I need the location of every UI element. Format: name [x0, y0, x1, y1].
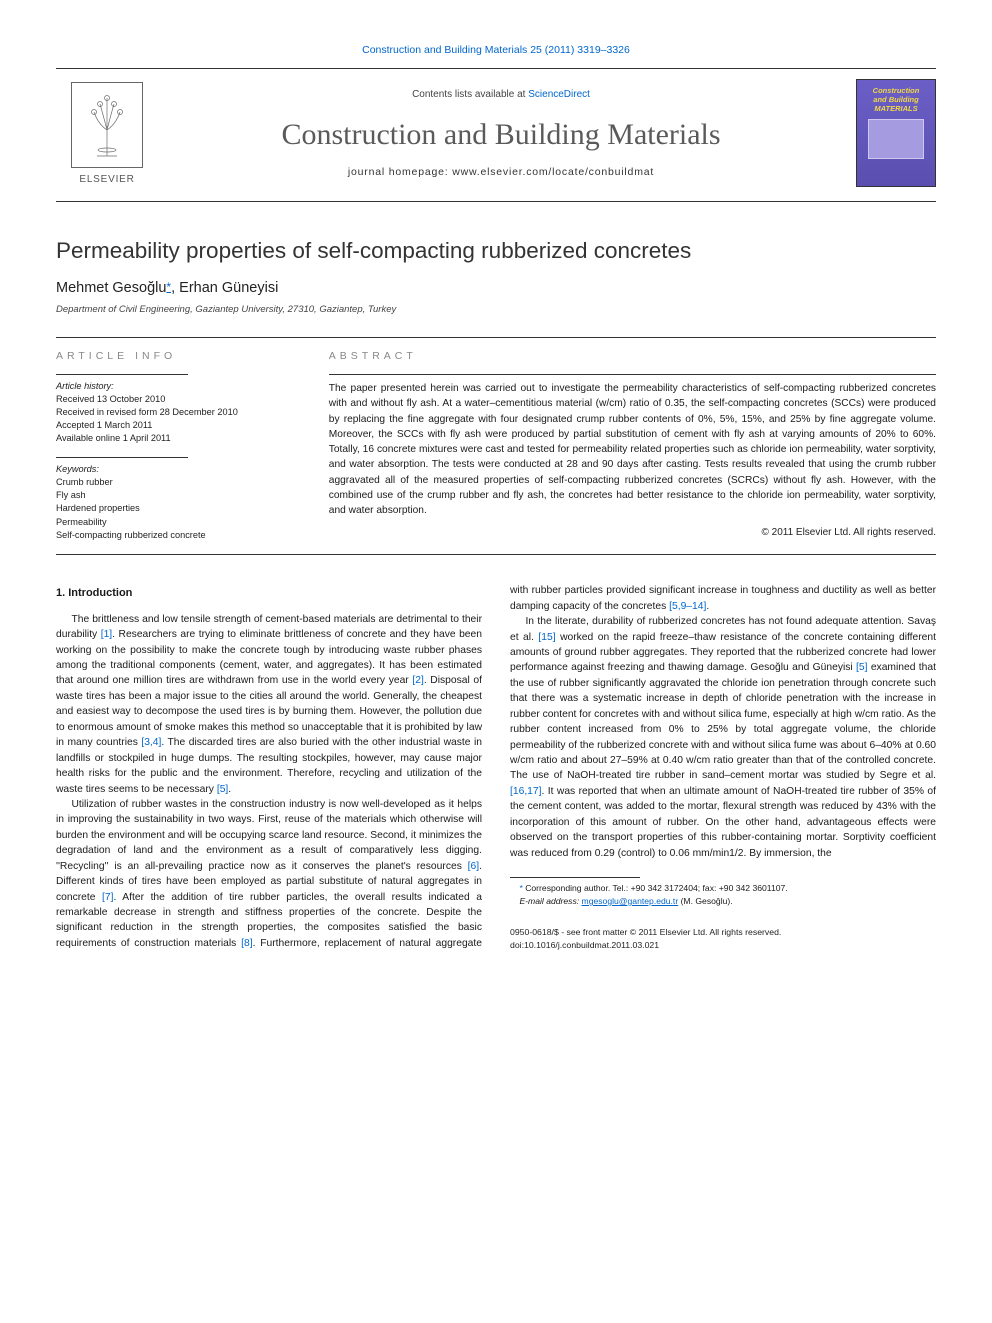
homepage-url[interactable]: www.elsevier.com/locate/conbuildmat: [452, 166, 654, 178]
sciencedirect-link[interactable]: ScienceDirect: [528, 89, 590, 100]
abstract-text: The paper presented herein was carried o…: [329, 381, 936, 519]
page-footer: 0950-0618/$ - see front matter © 2011 El…: [510, 926, 936, 952]
body-text: Utilization of rubber wastes in the cons…: [56, 799, 482, 872]
ref-link-6[interactable]: [6]: [468, 861, 479, 872]
masthead: ELSEVIER Contents lists available at Sci…: [56, 68, 936, 202]
section-heading-introduction: 1. Introduction: [56, 585, 482, 602]
history-accepted: Accepted 1 March 2011: [56, 419, 311, 432]
homepage-prefix: journal homepage:: [348, 166, 452, 178]
article-info-block: article info Article history: Received 1…: [56, 338, 329, 554]
cover-image-placeholder: [868, 119, 924, 159]
body-text: .: [706, 601, 709, 612]
body-paragraph: The brittleness and low tensile strength…: [56, 612, 482, 797]
email-label: E-mail address:: [519, 896, 581, 906]
publisher-block: ELSEVIER: [56, 82, 166, 185]
doi-line: doi:10.1016/j.conbuildmat.2011.03.021: [510, 939, 936, 952]
email-link[interactable]: mgesoglu@gantep.edu.tr: [582, 896, 679, 906]
cover-block: Construction and Building MATERIALS: [836, 79, 936, 187]
author-2[interactable]: Erhan Güneyisi: [179, 280, 278, 296]
history-received: Received 13 October 2010: [56, 393, 311, 406]
corresponding-author-footnote: * Corresponding author. Tel.: +90 342 31…: [510, 882, 936, 895]
author-1[interactable]: Mehmet Gesoğlu: [56, 280, 166, 296]
ref-link-7[interactable]: [7]: [102, 892, 113, 903]
elsevier-tree-logo: [71, 82, 143, 168]
author-line: Mehmet Gesoğlu*, Erhan Güneyisi: [56, 280, 936, 296]
body-text: . It was reported that when an ultimate …: [510, 786, 936, 859]
ref-link-1[interactable]: [1]: [101, 629, 112, 640]
ref-link-5b[interactable]: [5]: [856, 662, 867, 673]
article-info-heading: article info: [56, 350, 311, 362]
email-footnote: E-mail address: mgesoglu@gantep.edu.tr (…: [510, 895, 936, 908]
cover-line-1: Construction: [873, 86, 920, 95]
journal-cover-thumbnail: Construction and Building MATERIALS: [856, 79, 936, 187]
affiliation: Department of Civil Engineering, Gaziant…: [56, 304, 936, 315]
body-paragraph: In the literate, durability of rubberize…: [510, 614, 936, 861]
ref-link-15[interactable]: [15]: [538, 632, 555, 643]
footnote-block: * Corresponding author. Tel.: +90 342 31…: [510, 877, 936, 952]
keywords-label: Keywords:: [56, 464, 311, 474]
publisher-name: ELSEVIER: [79, 174, 134, 185]
history-revised: Received in revised form 28 December 201…: [56, 406, 311, 419]
keyword-2: Fly ash: [56, 489, 311, 502]
keyword-1: Crumb rubber: [56, 476, 311, 489]
info-rule: [56, 374, 188, 375]
keyword-3: Hardened properties: [56, 502, 311, 515]
masthead-center: Contents lists available at ScienceDirec…: [166, 89, 836, 178]
history-label: Article history:: [56, 381, 311, 391]
cover-line-3: MATERIALS: [874, 104, 917, 113]
abstract-block: abstract The paper presented herein was …: [329, 338, 936, 554]
email-paren: (M. Gesoğlu).: [678, 896, 732, 906]
kw-rule: [56, 457, 188, 458]
footnote-corr-text: Corresponding author. Tel.: +90 342 3172…: [523, 883, 788, 893]
journal-reference: Construction and Building Materials 25 (…: [56, 44, 936, 56]
body-text: .: [228, 784, 231, 795]
ref-link-2[interactable]: [2]: [412, 675, 423, 686]
tree-icon: [80, 90, 134, 160]
front-matter-line: 0950-0618/$ - see front matter © 2011 El…: [510, 926, 936, 939]
ref-link-3-4[interactable]: [3,4]: [141, 737, 161, 748]
cover-title: Construction and Building MATERIALS: [873, 86, 920, 113]
ref-link-8[interactable]: [8]: [241, 938, 252, 949]
footnote-rule: [510, 877, 640, 878]
body-columns: 1. Introduction The brittleness and low …: [56, 583, 936, 952]
ref-link-5-9-14[interactable]: [5,9–14]: [669, 601, 706, 612]
contents-prefix: Contents lists available at: [412, 89, 528, 100]
history-online: Available online 1 April 2011: [56, 432, 311, 445]
journal-homepage-line: journal homepage: www.elsevier.com/locat…: [166, 166, 836, 178]
info-abstract-row: article info Article history: Received 1…: [56, 337, 936, 555]
author-sep: ,: [171, 280, 179, 296]
contents-available-line: Contents lists available at ScienceDirec…: [166, 89, 836, 100]
ref-link-5[interactable]: [5]: [217, 784, 228, 795]
abstract-rule: [329, 374, 936, 375]
journal-reference-text[interactable]: Construction and Building Materials 25 (…: [362, 44, 630, 56]
cover-line-2: and Building: [873, 95, 918, 104]
ref-link-16-17[interactable]: [16,17]: [510, 786, 542, 797]
abstract-heading: abstract: [329, 350, 936, 362]
body-text: examined that the use of rubber signific…: [510, 662, 936, 781]
journal-title: Construction and Building Materials: [166, 118, 836, 152]
article-title: Permeability properties of self-compacti…: [56, 238, 936, 264]
keyword-4: Permeability: [56, 516, 311, 529]
abstract-copyright: © 2011 Elsevier Ltd. All rights reserved…: [329, 527, 936, 538]
keyword-5: Self-compacting rubberized concrete: [56, 529, 311, 542]
